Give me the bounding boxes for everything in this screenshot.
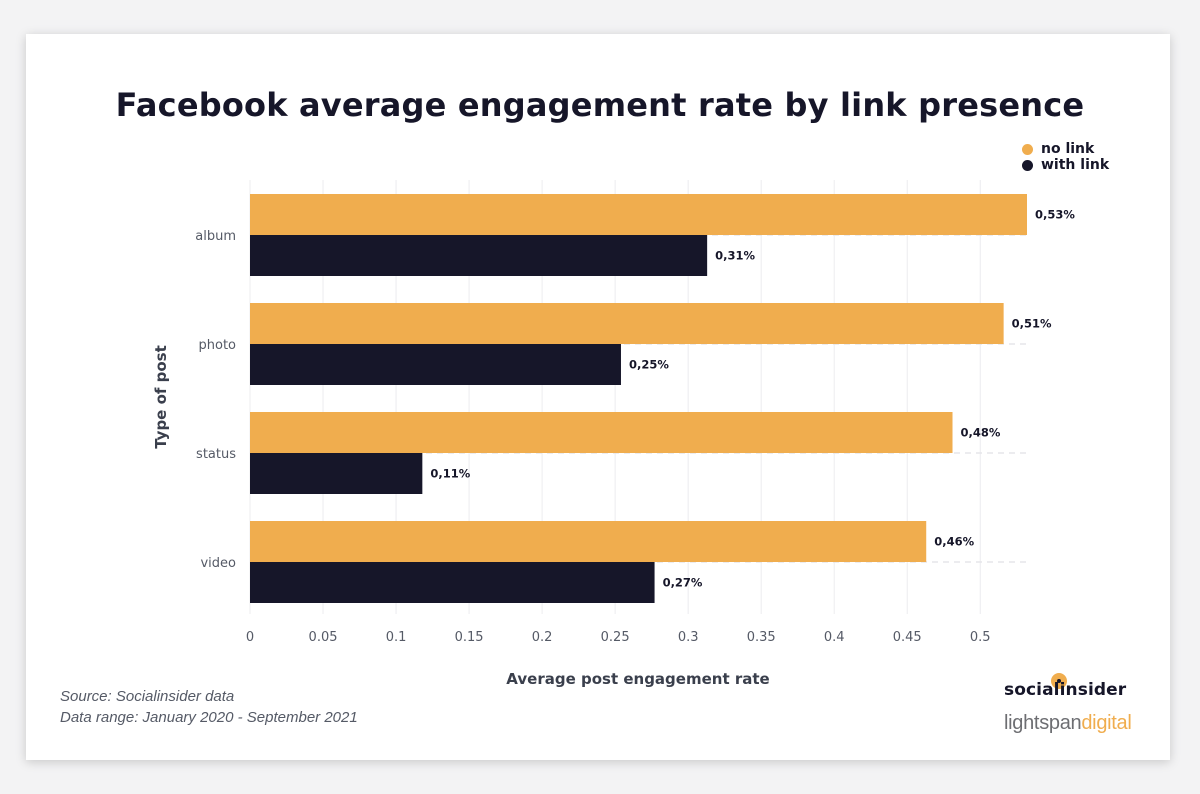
x-tick-label: 0.45 [893, 630, 922, 645]
lightspan-logo-base: lightspan [1004, 712, 1082, 734]
date-range-text: Data range: January 2020 - September 202… [60, 709, 358, 726]
socialinsider-dot-icon [1051, 673, 1067, 689]
x-tick-label: 0 [246, 630, 254, 645]
legend-label-no-link: no link [1041, 141, 1095, 157]
bars [250, 194, 1027, 603]
legend: no link with link [1022, 141, 1109, 173]
bar-status-with-link [250, 453, 423, 494]
data-label: 0,31% [715, 249, 755, 263]
x-tick-label: 0.25 [601, 630, 630, 645]
legend-item-with-link: with link [1022, 157, 1109, 173]
data-label: 0,51% [1012, 317, 1052, 331]
chart-card [26, 34, 1170, 760]
lightspan-logo-accent: digital [1081, 712, 1132, 734]
x-axis-title: Average post engagement rate [506, 670, 769, 688]
legend-item-no-link: no link [1022, 141, 1109, 157]
x-tick-label: 0.35 [747, 630, 776, 645]
x-tick-label: 0.3 [678, 630, 699, 645]
source-note: Source: Socialinsider data Data range: J… [60, 686, 358, 728]
bar-video-no-link [250, 521, 927, 562]
x-tick-label: 0.1 [386, 630, 407, 645]
socialinsider-logo-text: socialinsider [1004, 680, 1127, 700]
x-tick-label: 0.05 [309, 630, 338, 645]
y-category-label: photo [199, 338, 237, 353]
data-labels: 0,53% 0,31% 0,51% 0,25% 0,48% 0,11% 0,46% 0,27% [430, 208, 1075, 590]
x-tick-label: 0.5 [970, 630, 991, 645]
bar-album-with-link [250, 235, 708, 276]
bar-status-no-link [250, 412, 953, 453]
legend-dot-no-link [1022, 143, 1033, 155]
y-category-label: video [200, 556, 236, 571]
data-label: 0,53% [1035, 208, 1075, 222]
y-axis-title: Type of post [152, 345, 170, 449]
data-label: 0,11% [430, 467, 470, 481]
data-label: 0,48% [961, 426, 1001, 440]
source-text: Source: Socialinsider data [60, 688, 235, 705]
lightspan-digital-logo: lightspandigital [1004, 712, 1132, 735]
chart-title: Facebook average engagement rate by link… [115, 86, 1085, 124]
data-label: 0,25% [629, 358, 669, 372]
x-tick-label: 0.4 [824, 630, 845, 645]
axes: 0 0.05 0.1 0.15 0.2 0.25 0.3 0.35 0.4 0.45 0.5 albu… [152, 229, 991, 688]
data-label: 0,27% [663, 576, 703, 590]
legend-label-with-link: with link [1041, 157, 1110, 173]
bar-album-no-link [250, 194, 1027, 235]
bar-video-with-link [250, 562, 655, 603]
legend-dot-with-link [1022, 159, 1033, 171]
data-label: 0,46% [934, 535, 974, 549]
x-tick-label: 0.15 [455, 630, 484, 645]
x-tick-label: 0.2 [532, 630, 553, 645]
socialinsider-logo: socialinsider [1004, 673, 1127, 700]
bar-photo-with-link [250, 344, 621, 385]
y-category-label: album [195, 229, 236, 244]
bar-photo-no-link [250, 303, 1004, 344]
y-category-label: status [196, 447, 236, 462]
